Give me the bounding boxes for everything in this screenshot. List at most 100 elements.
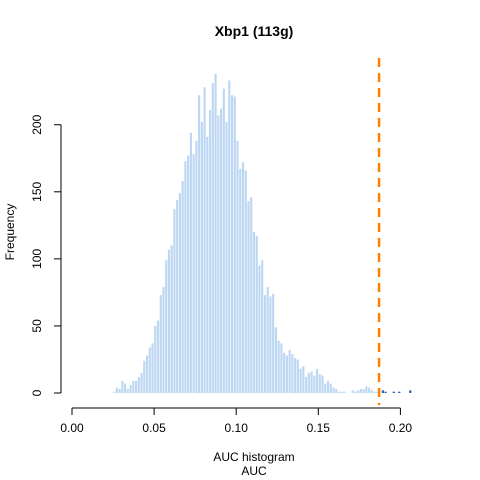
histogram-bar (335, 388, 338, 393)
histogram-bar (165, 260, 168, 393)
x-tick-label: 0.10 (225, 421, 249, 435)
histogram-bar (217, 115, 220, 393)
histogram-bar (151, 343, 154, 393)
histogram-bar (225, 122, 228, 393)
histogram-bar (126, 388, 129, 393)
histogram-bar (280, 343, 283, 393)
histogram-bar (148, 347, 151, 393)
histogram-bar (241, 162, 245, 393)
histogram-bar (244, 170, 247, 393)
histogram-bar (198, 95, 201, 393)
histogram-bar (115, 387, 118, 393)
histogram-bar (192, 154, 195, 393)
histogram-bar (269, 296, 272, 393)
histogram-bar (343, 391, 346, 393)
histogram-bar (230, 95, 234, 393)
histogram-bar (329, 383, 332, 393)
histogram-bar (274, 327, 277, 393)
histogram-bar (167, 249, 171, 393)
histogram-bar (252, 232, 256, 393)
histogram-bar (362, 388, 365, 393)
histogram-bar (258, 265, 261, 393)
histogram-bar (294, 358, 297, 393)
histogram-bar (162, 287, 165, 393)
x-tick-label: 0.20 (389, 421, 413, 435)
histogram-bar (285, 355, 288, 393)
histogram-bar (118, 388, 121, 393)
histogram-bar (340, 391, 343, 393)
histogram-bar (351, 390, 354, 393)
histogram-bar (173, 209, 176, 393)
histogram-bar (178, 193, 181, 393)
histogram-bar (206, 136, 209, 393)
histogram-bar (324, 383, 327, 393)
histogram-bar (299, 368, 302, 393)
histogram-bar (315, 368, 319, 393)
y-tick-label: 150 (30, 181, 44, 201)
histogram-bar (233, 96, 236, 393)
histogram-bars (113, 73, 412, 394)
histogram-bar (156, 320, 160, 393)
histogram-bar (307, 372, 310, 393)
y-tick-label: 0 (30, 389, 44, 396)
histogram-bar (247, 201, 250, 393)
y-axis: 0 50 100 150 200 (30, 114, 62, 396)
x-axis-label: AUC histogram (213, 450, 294, 464)
histogram-bar (121, 380, 124, 393)
y-tick-label: 200 (30, 114, 44, 134)
histogram-bar (181, 181, 184, 393)
histogram-bar (283, 352, 286, 393)
histogram-bar (409, 390, 412, 393)
histogram-bar (170, 245, 173, 393)
histogram-bar (143, 360, 146, 393)
histogram-bar (310, 371, 313, 393)
histogram-bar (321, 375, 324, 393)
histogram-bar (211, 83, 214, 393)
histogram-bar (222, 88, 225, 394)
histogram-bar (250, 197, 253, 393)
histogram-bar (332, 387, 335, 393)
histogram-bar (145, 355, 149, 393)
histogram-bar (239, 169, 242, 393)
histogram-bar (189, 132, 192, 394)
histogram-bar (236, 140, 239, 393)
histogram-bar (392, 391, 395, 393)
histogram-bar (203, 87, 206, 394)
histogram-bar (302, 366, 305, 393)
histogram-bar (113, 391, 116, 393)
histogram-bar (219, 108, 223, 393)
histogram-bar (159, 295, 162, 393)
histogram-bar (228, 80, 231, 393)
x-tick-label: 0.15 (307, 421, 331, 435)
histogram-bar (184, 160, 187, 393)
histogram-bar (132, 380, 135, 393)
x-tick-label: 0.00 (60, 421, 84, 435)
histogram-bar (368, 387, 371, 393)
histogram-bar (200, 122, 203, 393)
histogram-bar (272, 293, 275, 393)
histogram-bar (124, 383, 127, 393)
histogram-bar (296, 359, 299, 393)
histogram-bar (176, 199, 179, 393)
histogram-bar (326, 380, 330, 393)
x-tick-label: 0.05 (142, 421, 166, 435)
histogram-bar (354, 391, 357, 393)
histogram-bar (398, 391, 401, 393)
histogram-bar (357, 390, 360, 393)
histogram-bar (381, 390, 384, 393)
y-axis-label: Frequency (3, 204, 17, 261)
histogram-bar (313, 375, 316, 393)
y-tick-label: 100 (30, 249, 44, 269)
histogram-bar (365, 386, 368, 393)
histogram-bar (288, 350, 291, 393)
histogram-bar (277, 340, 280, 393)
histogram-bar (263, 295, 267, 393)
histogram-bar (376, 391, 379, 393)
chart-title: Xbp1 (113g) (215, 23, 294, 39)
histogram-bar (318, 374, 321, 393)
histogram-bar (137, 376, 140, 393)
x-axis-sublabel: AUC (241, 464, 267, 478)
histogram-bar (370, 390, 373, 393)
histogram-bar (384, 391, 387, 393)
